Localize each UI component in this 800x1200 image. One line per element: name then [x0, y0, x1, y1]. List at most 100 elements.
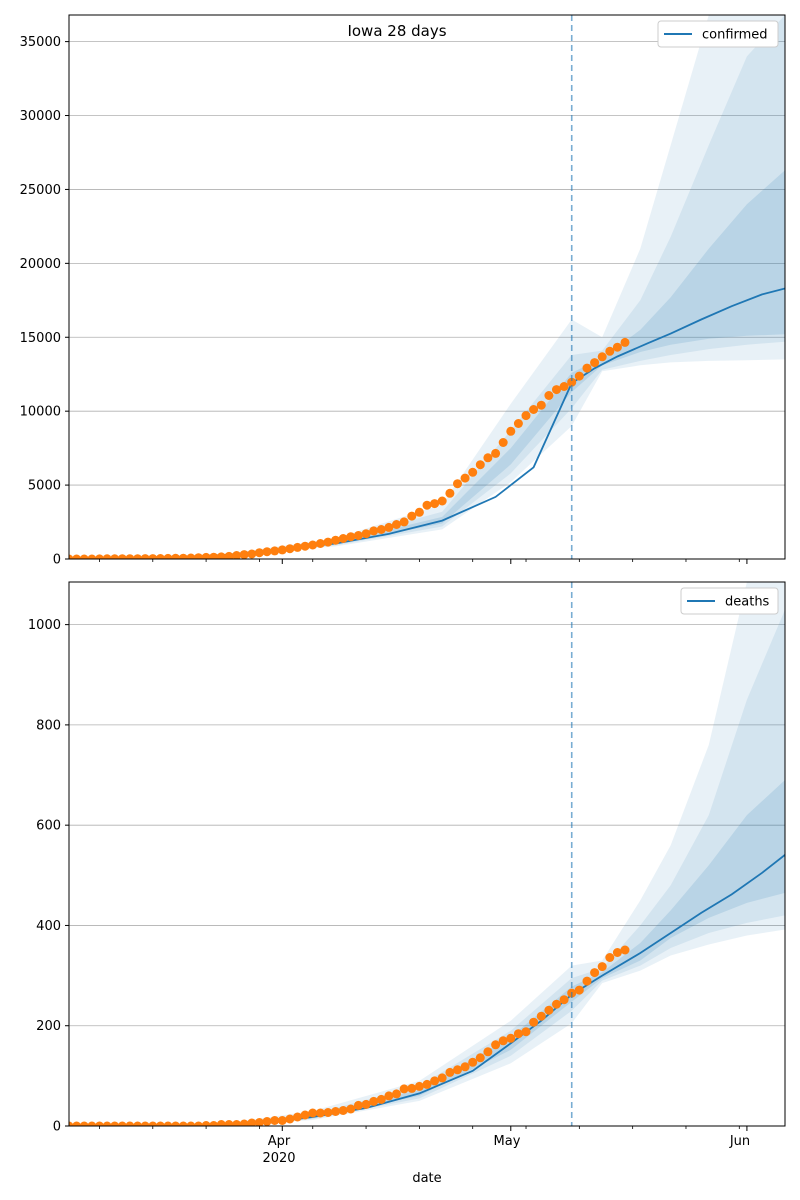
observed-point — [102, 1121, 112, 1126]
observed-point — [475, 460, 485, 470]
observed-point — [95, 554, 104, 559]
observed-point — [277, 545, 287, 555]
observed-point — [399, 1084, 409, 1094]
observed-point — [171, 553, 181, 559]
confidence-band — [69, 15, 785, 559]
observed-point — [125, 554, 135, 559]
observed-point — [453, 479, 462, 489]
observed-point — [163, 553, 173, 559]
observed-point — [338, 534, 348, 543]
y-axis: 0 200 400 600 800 1000 — [28, 618, 69, 1135]
observed-point — [247, 1118, 257, 1126]
observed-point — [605, 346, 615, 356]
observed-point — [338, 1106, 348, 1115]
y-tick-label: 1000 — [28, 618, 61, 633]
observed-point — [140, 1121, 150, 1126]
legend-box — [680, 587, 779, 615]
observed-point — [171, 1121, 181, 1126]
observed-point — [483, 1047, 493, 1057]
observed-point — [323, 537, 333, 547]
observed-point — [513, 1029, 523, 1039]
observed-point — [597, 352, 607, 362]
x-tick-label-apr: Apr — [268, 1134, 291, 1149]
observed-point — [148, 1121, 158, 1126]
observed-point — [117, 1121, 127, 1126]
y-tick-label: 15000 — [20, 331, 61, 346]
x-axis-title: date — [412, 1171, 441, 1186]
observed-point — [544, 391, 554, 400]
observed-point — [437, 1073, 447, 1083]
observed-point — [209, 552, 219, 559]
observed-point — [430, 1076, 440, 1086]
observed-point — [209, 1121, 219, 1126]
observed-point — [72, 1121, 82, 1126]
observed-point — [437, 496, 447, 506]
observed-point — [521, 411, 531, 421]
observed-point — [133, 554, 143, 559]
observed-point — [201, 1121, 211, 1126]
observed-point — [498, 1036, 508, 1046]
observed-point — [353, 1100, 363, 1110]
observed-point — [254, 548, 264, 558]
observed-point — [79, 1121, 89, 1126]
observed-point — [498, 438, 508, 447]
observed-point — [414, 1081, 424, 1091]
y-axis: 0 5000 10000 15000 20000 25000 30000 35000 — [20, 35, 69, 568]
plot-frame — [68, 581, 786, 1127]
observed-point — [300, 541, 310, 551]
observed-point — [308, 540, 318, 550]
observed-point — [559, 995, 569, 1005]
observed-point — [361, 1099, 371, 1109]
observed-point — [445, 1067, 455, 1077]
y-tick-label: 20000 — [20, 257, 61, 272]
y-tick-label: 400 — [36, 919, 61, 934]
observed-point — [574, 985, 584, 995]
observed-point — [315, 539, 325, 548]
observed-point — [110, 1121, 120, 1126]
legend: deaths — [680, 587, 779, 615]
observed-point — [407, 1083, 417, 1093]
y-tick-label: 600 — [36, 819, 61, 834]
observed-point — [422, 1079, 432, 1089]
observed-point — [201, 552, 211, 559]
observed-point — [79, 554, 89, 559]
observed-point — [483, 453, 493, 463]
y-tick-label: 5000 — [28, 479, 61, 494]
observed-point — [544, 1005, 554, 1015]
observed-point — [552, 385, 561, 395]
observed-point — [612, 948, 622, 957]
observed-point — [460, 1062, 470, 1072]
observed-point — [392, 1089, 401, 1099]
observed-point — [590, 358, 600, 368]
plot-frame — [68, 14, 786, 560]
observed-point — [270, 546, 280, 556]
year-label: 2020 — [262, 1151, 295, 1166]
legend-label: confirmed — [702, 28, 768, 43]
observed-point — [346, 1104, 356, 1114]
x-axis-ticks — [99, 1126, 748, 1131]
observed-point — [445, 488, 455, 498]
observed-point — [414, 507, 424, 517]
observed-point — [582, 976, 592, 986]
chart-title: Iowa 28 days — [347, 22, 446, 40]
observed-point — [323, 1108, 333, 1117]
y-tick-label: 0 — [53, 553, 61, 568]
observed-point — [178, 1121, 188, 1126]
y-tick-label: 800 — [36, 718, 61, 733]
y-gridlines — [69, 624, 785, 1027]
observed-point — [178, 553, 188, 559]
observed-point — [216, 552, 226, 559]
observed-point — [163, 1121, 173, 1126]
observed-point — [232, 551, 242, 559]
observed-point — [612, 342, 622, 352]
observed-point — [453, 1065, 462, 1075]
observed-point — [194, 1121, 203, 1126]
observed-point — [506, 1033, 516, 1043]
observed-point — [597, 962, 607, 972]
legend-box — [657, 20, 779, 48]
observed-point — [110, 554, 120, 559]
observed-point — [529, 405, 539, 414]
observed-point — [117, 554, 127, 559]
observed-point — [384, 522, 394, 532]
